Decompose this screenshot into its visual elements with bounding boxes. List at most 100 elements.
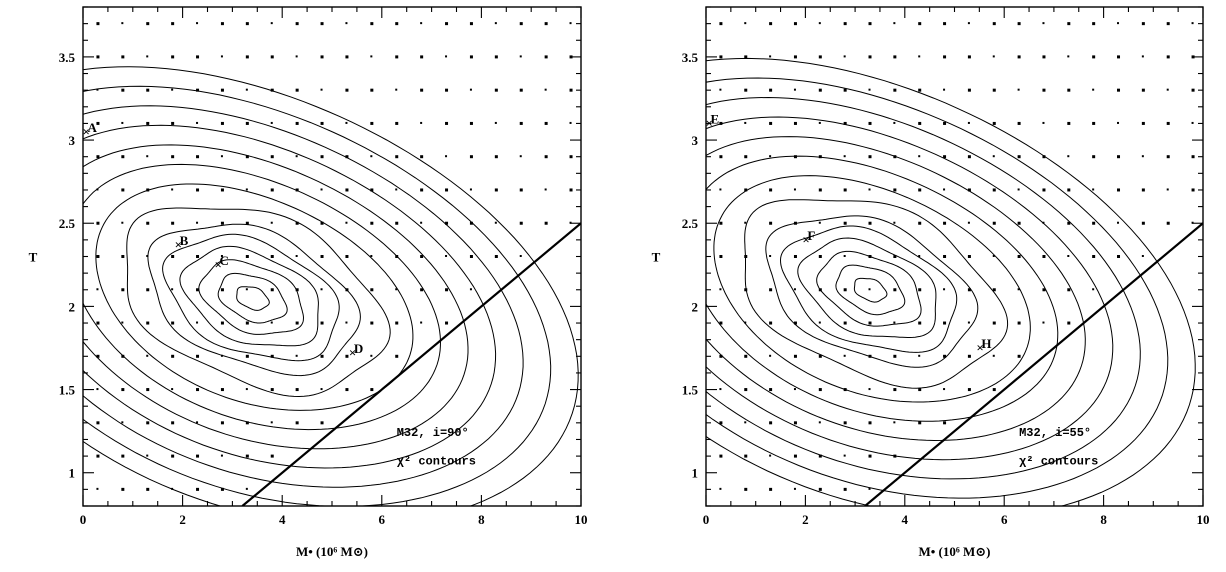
sample-point xyxy=(1191,22,1194,25)
sample-point xyxy=(818,55,822,59)
sample-point xyxy=(1092,288,1095,291)
sample-point xyxy=(395,88,398,91)
point-label-A: A xyxy=(87,120,97,135)
sample-point xyxy=(1141,88,1145,92)
sample-point xyxy=(245,221,249,225)
sample-point xyxy=(270,121,273,124)
sample-point xyxy=(245,255,249,258)
sample-point xyxy=(843,421,847,425)
sample-point xyxy=(769,255,772,257)
sample-point xyxy=(769,221,773,225)
sample-point xyxy=(519,155,522,158)
sample-point xyxy=(245,487,248,490)
x-axis-label: M• (10⁶ M⊙) xyxy=(918,544,990,559)
sample-point xyxy=(96,155,100,159)
sample-point xyxy=(868,321,872,325)
sample-point xyxy=(469,155,473,159)
sample-point xyxy=(1067,88,1071,92)
sample-point xyxy=(171,221,175,225)
sample-point xyxy=(1166,88,1169,91)
sample-point xyxy=(494,88,498,92)
sample-point xyxy=(270,454,274,458)
sample-point xyxy=(395,155,399,159)
sample-point xyxy=(445,221,449,225)
sample-point xyxy=(1092,88,1095,91)
sample-point xyxy=(494,255,498,258)
sample-point xyxy=(943,88,946,91)
sample-point xyxy=(220,421,224,425)
sample-point xyxy=(196,255,200,258)
sample-point xyxy=(992,221,996,225)
sample-point xyxy=(370,88,374,92)
x-tick-label: 6 xyxy=(1001,512,1008,527)
sample-point xyxy=(1067,321,1071,325)
plot-area xyxy=(706,22,1203,506)
sample-point xyxy=(769,22,773,26)
sample-point xyxy=(843,354,846,357)
sample-point xyxy=(370,288,374,292)
x-tick-label: 10 xyxy=(1197,512,1210,527)
sample-point xyxy=(943,188,946,191)
sample-point xyxy=(868,354,872,358)
sample-point xyxy=(96,88,99,91)
sample-point xyxy=(96,487,99,490)
sample-point xyxy=(943,55,947,59)
contour-line xyxy=(179,245,319,347)
contour-line xyxy=(706,136,1086,442)
y-tick-label: 3.5 xyxy=(682,50,699,65)
sample-point xyxy=(943,255,947,258)
sample-point xyxy=(270,255,274,258)
sample-point xyxy=(1017,321,1021,325)
sample-point xyxy=(1141,121,1145,125)
contour-line xyxy=(162,233,340,362)
sample-point xyxy=(769,354,772,357)
sample-point xyxy=(320,221,324,225)
sample-point xyxy=(793,487,796,490)
sample-point xyxy=(893,55,897,59)
sample-point xyxy=(544,188,547,191)
sample-point xyxy=(818,88,822,92)
sample-point xyxy=(146,487,150,491)
sample-point xyxy=(445,22,449,26)
sample-point xyxy=(918,421,922,425)
sample-point xyxy=(744,288,748,292)
contour-line xyxy=(744,199,1009,389)
excluded-boundary-line xyxy=(241,222,581,506)
sample-point xyxy=(220,288,224,292)
sample-point xyxy=(270,221,273,224)
y-axis-label: T xyxy=(29,250,38,265)
sample-point xyxy=(569,121,572,124)
point-marker: × xyxy=(214,257,221,272)
sample-point xyxy=(818,288,822,292)
sample-point xyxy=(1042,221,1045,224)
sample-point xyxy=(146,121,150,125)
sample-point xyxy=(1017,288,1020,291)
sample-point xyxy=(345,321,348,324)
sample-point xyxy=(420,121,423,124)
sample-point xyxy=(245,22,249,26)
sample-point xyxy=(843,22,847,26)
sample-point xyxy=(744,55,748,59)
sample-point xyxy=(370,354,373,357)
sample-point xyxy=(544,155,548,159)
annotation-model: M32, i=90° xyxy=(397,426,469,440)
sample-point xyxy=(295,121,299,125)
sample-point xyxy=(345,121,348,124)
sample-point xyxy=(121,121,124,124)
sample-point xyxy=(171,188,174,191)
sample-point xyxy=(1042,121,1045,124)
sample-point xyxy=(245,454,249,458)
sample-point xyxy=(146,221,150,225)
sample-point xyxy=(370,121,374,125)
sample-point xyxy=(96,221,100,225)
sample-point xyxy=(220,321,224,325)
sample-point xyxy=(992,88,996,92)
sample-point xyxy=(744,454,748,458)
sample-point xyxy=(121,288,125,292)
sample-point xyxy=(769,88,773,92)
sample-point xyxy=(96,188,99,191)
sample-point xyxy=(494,188,498,192)
sample-point xyxy=(992,255,995,257)
contour-line xyxy=(217,272,288,324)
